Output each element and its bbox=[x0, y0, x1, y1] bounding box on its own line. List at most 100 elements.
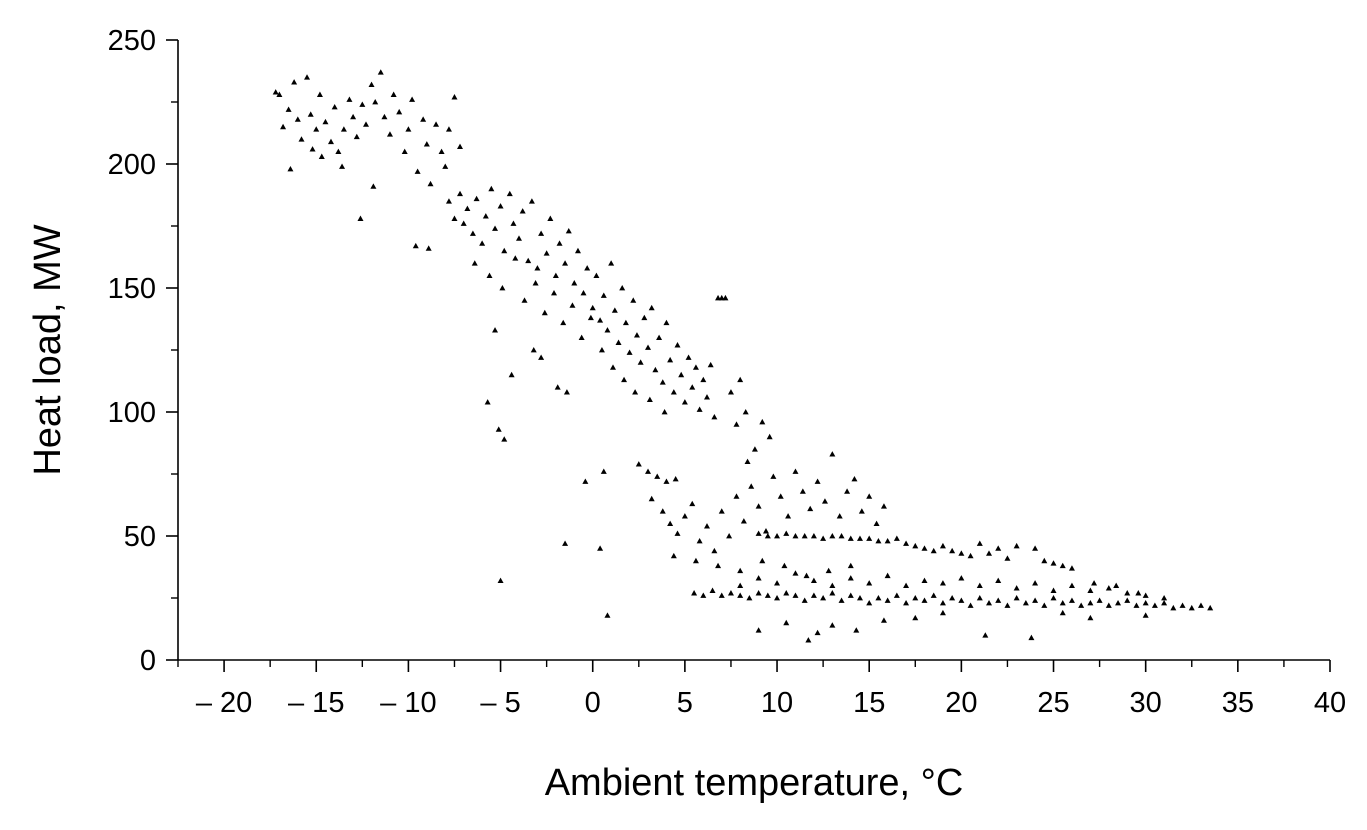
data-point bbox=[696, 406, 703, 412]
data-point bbox=[949, 547, 956, 554]
data-point bbox=[785, 513, 792, 519]
data-point bbox=[427, 180, 434, 187]
data-point bbox=[521, 297, 528, 303]
data-point bbox=[722, 294, 729, 301]
data-point bbox=[600, 292, 607, 298]
x-tick-label: – 5 bbox=[480, 687, 520, 719]
data-point bbox=[810, 533, 817, 539]
data-point bbox=[667, 356, 674, 363]
data-point bbox=[921, 577, 928, 584]
data-point bbox=[339, 163, 346, 169]
data-point bbox=[893, 592, 900, 598]
data-point bbox=[285, 106, 292, 112]
data-point bbox=[810, 592, 817, 598]
data-point bbox=[866, 599, 873, 606]
data-point bbox=[600, 468, 607, 474]
data-point bbox=[1068, 597, 1075, 603]
data-point bbox=[1113, 582, 1120, 588]
data-point bbox=[346, 96, 353, 102]
data-point bbox=[1004, 602, 1011, 608]
data-point bbox=[562, 260, 569, 266]
data-point bbox=[1059, 609, 1066, 616]
data-point bbox=[1041, 557, 1048, 564]
data-point bbox=[781, 562, 788, 569]
data-point bbox=[1013, 595, 1020, 601]
data-point bbox=[921, 545, 928, 551]
data-point bbox=[689, 384, 696, 390]
data-point bbox=[621, 376, 628, 383]
data-point bbox=[755, 627, 762, 633]
data-point bbox=[1124, 597, 1131, 603]
data-point bbox=[930, 547, 937, 554]
data-point bbox=[1087, 587, 1094, 593]
data-point bbox=[1032, 545, 1039, 551]
data-point bbox=[829, 582, 836, 588]
data-point bbox=[604, 327, 611, 333]
data-point bbox=[856, 535, 863, 541]
data-point bbox=[307, 111, 314, 117]
data-point bbox=[703, 394, 710, 400]
data-point bbox=[774, 595, 781, 601]
data-point bbox=[377, 69, 384, 75]
data-point bbox=[805, 637, 812, 643]
data-point bbox=[838, 597, 845, 603]
data-point bbox=[995, 577, 1002, 584]
x-tick-label: 15 bbox=[853, 687, 885, 719]
data-point bbox=[737, 567, 744, 574]
data-point bbox=[718, 508, 725, 514]
data-point bbox=[718, 592, 725, 598]
data-point bbox=[939, 609, 946, 616]
data-point bbox=[737, 582, 744, 588]
data-point bbox=[663, 319, 670, 326]
data-point bbox=[737, 376, 744, 383]
data-point bbox=[1115, 599, 1122, 606]
data-point bbox=[1032, 597, 1039, 603]
data-point bbox=[737, 592, 744, 598]
data-point bbox=[608, 260, 615, 266]
x-axis-title: Ambient temperature, °C bbox=[545, 762, 964, 804]
data-point bbox=[733, 421, 740, 427]
y-tick-label: 200 bbox=[108, 149, 156, 181]
data-point bbox=[820, 595, 827, 601]
data-point bbox=[1161, 595, 1168, 601]
data-point bbox=[838, 533, 845, 539]
data-point bbox=[829, 622, 836, 628]
data-point bbox=[469, 230, 476, 236]
x-tick-label: 20 bbox=[945, 687, 977, 719]
data-point bbox=[847, 592, 854, 598]
data-point bbox=[801, 597, 808, 603]
data-point bbox=[659, 508, 666, 514]
data-point bbox=[1142, 599, 1149, 606]
data-point bbox=[457, 190, 464, 197]
data-point bbox=[381, 113, 388, 120]
data-point bbox=[390, 91, 397, 97]
data-point bbox=[593, 272, 600, 278]
data-point bbox=[755, 530, 762, 536]
data-point bbox=[783, 530, 790, 536]
data-point bbox=[829, 451, 836, 457]
data-point bbox=[939, 599, 946, 606]
data-point bbox=[692, 557, 699, 564]
data-point bbox=[294, 116, 301, 122]
data-point bbox=[810, 577, 817, 584]
data-point bbox=[340, 126, 347, 132]
data-point bbox=[986, 599, 993, 606]
data-point bbox=[744, 458, 751, 464]
data-point bbox=[1096, 597, 1103, 603]
data-point bbox=[829, 590, 836, 596]
data-point bbox=[1050, 587, 1057, 593]
data-point bbox=[635, 461, 642, 467]
data-point bbox=[700, 376, 707, 383]
data-point bbox=[497, 577, 504, 584]
data-point bbox=[298, 136, 305, 142]
data-point bbox=[331, 103, 338, 110]
data-point bbox=[958, 575, 965, 581]
data-point bbox=[792, 592, 799, 598]
data-point bbox=[930, 592, 937, 598]
data-point bbox=[563, 389, 570, 395]
y-tick-label: 50 bbox=[124, 521, 156, 553]
data-point bbox=[893, 535, 900, 541]
data-point bbox=[759, 418, 766, 425]
data-point bbox=[1032, 580, 1039, 586]
